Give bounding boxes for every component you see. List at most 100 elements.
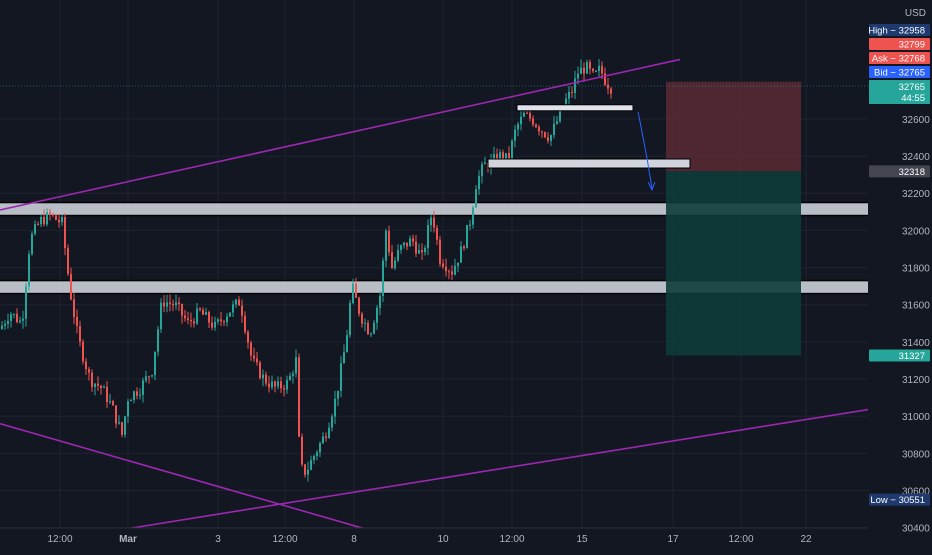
candle-body (463, 246, 465, 249)
target-price-label: 32318 (899, 167, 925, 178)
candle-body (409, 238, 411, 247)
candle-body (478, 176, 480, 190)
candle-body (46, 212, 48, 225)
candle-body (364, 322, 366, 324)
position-target-label-bg (869, 349, 930, 362)
candle-body (217, 319, 219, 322)
descending-line[interactable] (0, 422, 433, 549)
candle-body (16, 313, 18, 323)
candle-body (310, 460, 312, 470)
candle-body (307, 469, 309, 475)
candle-body (385, 230, 387, 261)
candle-body (208, 312, 210, 323)
candle-body (559, 108, 561, 122)
candle-body (256, 358, 258, 363)
price-tick-label: 31400 (902, 338, 930, 349)
candle-body (49, 212, 51, 215)
candle-body (34, 224, 36, 234)
position-target-zone[interactable] (666, 171, 801, 356)
time-tick-label: 22 (800, 534, 812, 545)
candle-body (106, 386, 108, 403)
candle-countdown-label: 44:55 (901, 93, 925, 104)
candle-body (430, 217, 432, 226)
price-tick-label: 32200 (902, 189, 930, 200)
resistance-level[interactable] (516, 104, 634, 112)
candle-body (178, 302, 180, 305)
time-tick-label: 12:00 (47, 534, 72, 545)
candle-body (379, 295, 381, 308)
candle-body (394, 260, 396, 269)
price-tick-label: 31600 (902, 301, 930, 312)
candle-body (109, 401, 111, 403)
candle-body (64, 217, 66, 249)
currency-label: USD (905, 8, 926, 19)
candle-body (574, 78, 576, 93)
candle-body (427, 225, 429, 248)
candle-body (496, 154, 498, 163)
candle-body (295, 357, 297, 374)
candle-body (352, 283, 354, 304)
candle-body (100, 385, 102, 388)
candle-body (187, 318, 189, 321)
price-tick-label: 32600 (902, 115, 930, 126)
candle-body (133, 391, 135, 401)
price-tick-label: 30600 (902, 487, 930, 498)
candle-body (382, 260, 384, 296)
candle-body (442, 263, 444, 267)
time-tick-label: 8 (351, 534, 357, 545)
candle-body (58, 219, 60, 223)
candle-body (79, 326, 81, 342)
candle-body (472, 207, 474, 225)
candles (1, 59, 612, 482)
candle-body (541, 131, 543, 133)
candle-body (451, 271, 453, 275)
price-axis[interactable]: USD 30400 30600 30800 31000 31200 31400 31600 31… (868, 0, 932, 550)
candle-body (358, 297, 360, 314)
candle-body (4, 323, 6, 326)
candle-body (322, 436, 324, 444)
candle-body (70, 273, 72, 300)
candle-body (259, 362, 261, 379)
candle-body (412, 238, 414, 242)
time-axis[interactable]: 12:00 Mar 3 12:00 8 10 12:00 15 17 12:00 22 (0, 527, 868, 550)
candle-body (37, 224, 39, 226)
candle-body (94, 383, 96, 388)
candle-body (103, 386, 105, 388)
candle-body (457, 262, 459, 266)
candle-body (436, 227, 438, 240)
candle-body (220, 319, 222, 322)
position-tool[interactable] (666, 81, 801, 356)
bid-price-label: Bid − 32765 (874, 68, 925, 79)
candle-body (40, 217, 42, 225)
lower-channel-line[interactable] (17, 404, 897, 548)
candle-body (580, 67, 582, 74)
price-tick-label: 31200 (902, 375, 930, 386)
high-price-label: High − 32958 (868, 26, 925, 37)
candle-body (553, 123, 555, 136)
candle-body (370, 333, 372, 335)
trendlines[interactable] (0, 58, 897, 549)
candle-body (88, 369, 90, 373)
candle-body (244, 315, 246, 332)
candle-body (205, 312, 207, 315)
candle-body (193, 321, 195, 324)
candle-body (10, 314, 12, 321)
candle-body (13, 313, 15, 315)
candle-body (529, 112, 531, 119)
candle-body (301, 436, 303, 465)
low-price-label-bg (869, 493, 930, 506)
support-level[interactable] (487, 158, 691, 169)
candle-body (319, 443, 321, 453)
arrow-head-icon (647, 181, 656, 192)
candle-body (361, 313, 363, 324)
candle-body (511, 140, 513, 159)
candle-body (481, 164, 483, 177)
time-tick-label: 12:00 (728, 534, 753, 545)
projection-arrow (637, 111, 653, 189)
candle-body (523, 112, 525, 117)
upper-channel-line[interactable] (0, 58, 681, 211)
position-stop-zone[interactable] (666, 81, 801, 172)
candle-body (277, 381, 279, 387)
